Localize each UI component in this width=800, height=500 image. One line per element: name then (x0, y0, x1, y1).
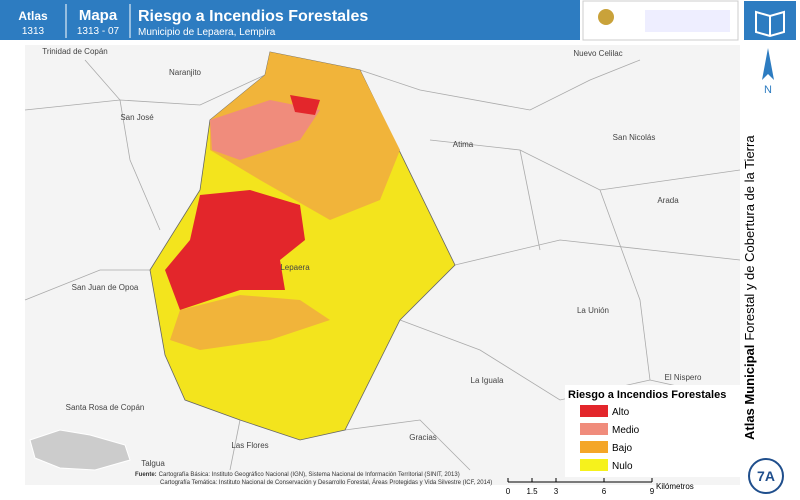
place-label: Arada (657, 196, 679, 205)
risk-high-area (165, 190, 305, 310)
scale-label: 0 (506, 487, 511, 496)
logo (645, 10, 730, 32)
source-thematic: Cartografía Temática: Instituto Nacional… (160, 479, 492, 486)
scale-label: 9 (650, 487, 655, 496)
place-label: San Juan de Opoa (72, 283, 139, 292)
north-arrow (762, 48, 774, 80)
place-label: Las Flores (231, 441, 268, 450)
map-label: Mapa (79, 7, 118, 24)
place-label: Nuevo Celilac (573, 49, 622, 58)
legend-label: Bajo (612, 443, 632, 454)
scale-label: 1.5 (526, 487, 538, 496)
place-labels: Trinidad de Copán Naranjito San José Ati… (42, 47, 702, 468)
map-number: 1313 - 07 (77, 26, 120, 37)
title: Riesgo a Incendios Forestales (138, 8, 368, 25)
atlas-label: Atlas (18, 9, 48, 23)
legend-swatch (580, 441, 608, 453)
place-label: Santa Rosa de Copán (66, 403, 145, 412)
place-label: La Unión (577, 306, 609, 315)
risk-medium-area (210, 100, 320, 160)
place-label: Gracias (409, 433, 437, 442)
place-label: Talgua (141, 459, 165, 468)
legend-label: Medio (612, 425, 640, 436)
atlas-number: 1313 (22, 26, 45, 37)
header-bar (0, 0, 580, 40)
scale-label: 6 (602, 487, 607, 496)
subtitle: Municipio de Lepaera, Lempira (138, 27, 276, 38)
place-label: La Iguala (471, 376, 504, 385)
series-title: Atlas Municipal Forestal y de Cobertura d… (742, 135, 757, 440)
legend-label: Nulo (612, 461, 633, 472)
series-title-bold: Atlas Municipal (742, 345, 757, 440)
sheet-badge (748, 458, 784, 494)
legend-swatch (580, 405, 608, 417)
place-label: San Nicolás (613, 133, 656, 142)
sheet-label: 7A (757, 468, 775, 484)
source-label: Fuente: (135, 472, 157, 478)
scale-unit: Kilómetros (656, 482, 694, 491)
place-label: El Nispero (665, 373, 702, 382)
legend-swatch (580, 459, 608, 471)
place-label: Lepaera (280, 263, 310, 272)
legend-items: Alto Medio Bajo Nulo (580, 405, 640, 472)
legend-title: Riesgo a Incendios Forestales (568, 389, 726, 401)
north-label: N (764, 84, 772, 96)
place-label: Trinidad de Copán (42, 47, 108, 56)
series-subtitle: Forestal y de Cobertura de la Tierra (742, 135, 757, 341)
legend-swatch (580, 423, 608, 435)
logo (598, 9, 614, 25)
place-label: Naranjito (169, 68, 202, 77)
book-icon (755, 10, 785, 38)
source-basic-text: Cartografía Básica: Instituto Geográfico… (159, 472, 460, 478)
risk-low-area (210, 52, 400, 220)
source-basic: Fuente: Cartografía Básica: Instituto Geo… (135, 472, 460, 478)
legend-label: Alto (612, 407, 630, 418)
scale-label: 3 (554, 487, 559, 496)
risk-high-area (290, 95, 320, 115)
place-label: Atima (453, 140, 474, 149)
place-label: San José (120, 113, 154, 122)
risk-low-area (170, 295, 330, 350)
inset-map (29, 429, 131, 471)
